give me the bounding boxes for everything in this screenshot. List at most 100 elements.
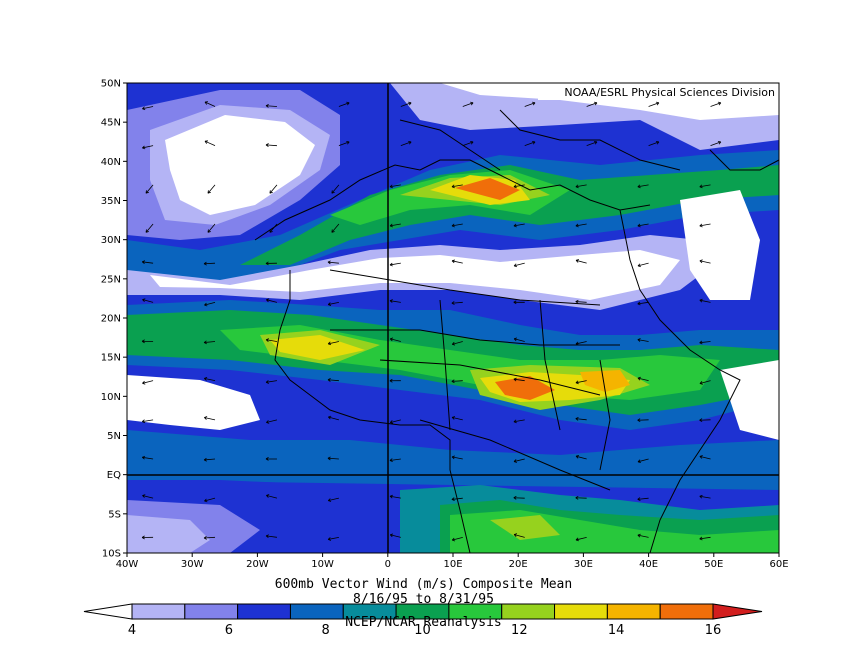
credit-text: NOAA/ESRL Physical Sciences Division: [564, 86, 775, 99]
x-tick-label: 20E: [509, 559, 528, 570]
wind-arrow: [265, 143, 277, 147]
wind-arrow: [389, 337, 401, 342]
y-tick-label: 10S: [102, 549, 121, 560]
wind-arrow: [265, 457, 277, 461]
wind-arrow: [451, 536, 463, 542]
wind-arrow: [451, 497, 463, 502]
wind-arrow: [338, 101, 350, 107]
wind-arrow: [265, 380, 278, 384]
wind-arrow: [389, 223, 401, 228]
x-tick-label: 30W: [181, 559, 204, 570]
wind-arrow: [389, 184, 401, 189]
wind-arrow: [204, 140, 216, 147]
x-tick-label: 40E: [639, 559, 658, 570]
wind-arrow: [145, 184, 154, 194]
wind-arrow: [389, 533, 401, 538]
wind-arrow: [513, 533, 525, 538]
wind-arrow: [389, 494, 401, 499]
wind-arrow: [400, 140, 412, 147]
y-tick-label: 35N: [101, 196, 121, 207]
wind-arrow: [327, 456, 339, 461]
wind-arrow: [513, 300, 525, 305]
wind-arrow: [451, 184, 463, 189]
wind-arrow: [389, 458, 401, 463]
y-tick-label: 30N: [101, 235, 121, 246]
y-tick-label: 15N: [101, 353, 121, 364]
wind-arrow: [648, 140, 660, 147]
wind-arrow: [575, 223, 587, 228]
wind-arrow: [389, 419, 401, 424]
wind-arrow: [513, 337, 525, 342]
wind-arrow: [648, 101, 660, 107]
wind-arrow: [207, 223, 216, 233]
wind-arrow: [142, 106, 154, 111]
y-tick-label: 45N: [101, 118, 121, 129]
colorbar-label: 10: [414, 623, 431, 638]
x-tick-label: 50E: [704, 559, 723, 570]
x-tick-label: 40W: [116, 559, 139, 570]
wind-arrow: [637, 533, 649, 538]
wind-arrow: [699, 380, 711, 385]
x-tick-label: 20W: [246, 559, 269, 570]
wind-arrow: [575, 495, 587, 500]
wind-arrow: [462, 140, 474, 147]
wind-arrow: [637, 376, 649, 382]
wind-arrow: [142, 494, 154, 499]
wind-arrow: [269, 223, 278, 233]
wind-arrow: [451, 416, 463, 421]
wind-arrow: [575, 341, 587, 346]
wind-arrow: [699, 418, 711, 423]
credit-box: NOAA/ESRL Physical Sciences Division: [538, 84, 778, 100]
wind-arrow: [331, 223, 340, 233]
wind-arrow: [699, 340, 711, 345]
colorbar: 4 6 8 10 12 14 16: [83, 603, 763, 638]
wind-arrow: [141, 535, 154, 540]
y-tick-label: 40N: [101, 157, 121, 168]
caption-line-1: 600mb Vector Wind (m/s) Composite Mean: [274, 577, 573, 592]
wind-arrow: [389, 378, 401, 383]
y-tick-label: EQ: [107, 470, 121, 481]
wind-arrow: [699, 259, 711, 264]
y-tick-label: 20N: [101, 314, 121, 325]
wind-arrow: [710, 101, 722, 107]
wind-arrow: [141, 339, 154, 344]
wind-arrow: [203, 416, 216, 421]
colorbar-label: 16: [705, 623, 722, 638]
wind-arrow: [575, 454, 587, 460]
caption-line-2: 8/16/95 to 8/31/95: [353, 592, 494, 607]
wind-arrow: [451, 223, 463, 228]
colorbar-label: 14: [608, 623, 625, 638]
wind-arrow: [699, 455, 711, 460]
x-tick-label: 30E: [574, 559, 593, 570]
wind-arrow: [266, 494, 278, 499]
y-tick-label: 5N: [107, 431, 121, 442]
reference-lines: [127, 83, 779, 553]
wind-arrow: [575, 259, 587, 264]
wind-arrow: [203, 261, 216, 266]
x-axis-ticks: 40W 30W 20W 10W 0 10E 20E 30E 40E 50E 60E: [116, 553, 789, 570]
y-tick-label: 10N: [101, 392, 121, 403]
wind-arrow: [331, 184, 340, 194]
colorbar-label: 6: [225, 623, 233, 638]
wind-arrow: [637, 223, 649, 228]
wind-arrow: [699, 223, 711, 228]
y-tick-label: 25N: [101, 274, 121, 285]
wind-arrow: [203, 457, 216, 462]
wind-arrow: [513, 184, 525, 189]
wind-arrow: [327, 341, 339, 346]
wind-arrow: [451, 455, 463, 460]
wind-arrow: [451, 341, 463, 346]
wind-arrow: [637, 338, 649, 342]
wind-arrow: [204, 497, 216, 503]
wind-arrow: [637, 418, 649, 423]
wind-arrow: [338, 140, 350, 147]
wind-arrow: [327, 536, 339, 541]
wind-vectors: [141, 101, 722, 542]
wind-arrow: [513, 458, 525, 463]
wind-arrow: [327, 301, 339, 306]
y-axis-ticks: 50N 45N 40N 35N 30N 25N 20N 15N 10N 5N EQ 5S 10S: [101, 79, 127, 560]
wind-arrow: [203, 377, 216, 382]
wind-arrow: [575, 299, 587, 304]
wind-arrow: [513, 223, 525, 228]
wind-arrow: [265, 534, 278, 539]
